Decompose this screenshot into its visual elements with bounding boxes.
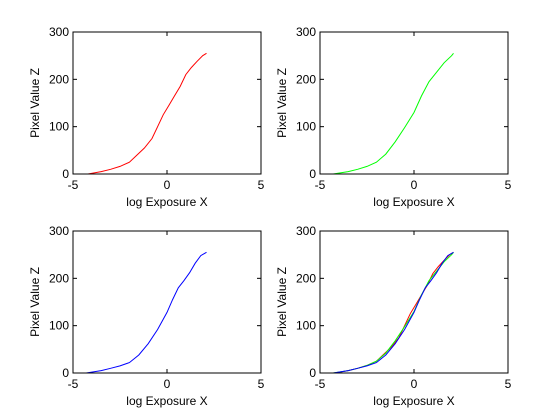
y-tick-label-4-2: 100 — [296, 319, 316, 333]
series-line-4-1 — [334, 251, 454, 374]
y-axis-label-4: Pixel Value Z — [275, 267, 289, 337]
x-tick-label-4-1: -5 — [315, 377, 326, 391]
x-axis-label-3: log Exposure X — [126, 394, 207, 408]
x-axis-label-2: log Exposure X — [373, 195, 454, 209]
x-tick-label-3-2: 0 — [164, 377, 171, 391]
series-line-4-3 — [333, 251, 454, 374]
y-tick-label-4-4: 300 — [296, 224, 316, 238]
axes-frame-1 — [72, 31, 262, 175]
axes-frame-2 — [319, 31, 509, 175]
x-tick-label-3-1: -5 — [68, 377, 79, 391]
y-tick-label-1-4: 300 — [49, 25, 69, 39]
y-axis-label-3: Pixel Value Z — [28, 267, 42, 337]
series-line-2-1 — [333, 52, 454, 175]
y-tick-label-3-1: 0 — [62, 366, 69, 380]
y-tick-label-2-2: 100 — [296, 120, 316, 134]
x-axis-label-4: log Exposure X — [373, 394, 454, 408]
x-tick-label-1-1: -5 — [68, 178, 79, 192]
axes-frame-4 — [319, 230, 509, 374]
y-tick-label-1-1: 0 — [62, 167, 69, 181]
y-tick-label-1-2: 100 — [49, 120, 69, 134]
x-tick-label-2-2: 0 — [411, 178, 418, 192]
x-tick-label-4-3: 5 — [505, 377, 512, 391]
y-tick-label-4-3: 200 — [296, 271, 316, 285]
y-tick-label-2-4: 300 — [296, 25, 316, 39]
x-tick-label-1-2: 0 — [164, 178, 171, 192]
x-tick-label-4-2: 0 — [411, 377, 418, 391]
y-tick-label-4-1: 0 — [309, 366, 316, 380]
x-tick-label-3-3: 5 — [258, 377, 265, 391]
y-tick-label-3-3: 200 — [49, 271, 69, 285]
y-tick-label-1-3: 200 — [49, 72, 69, 86]
axes-frame-3 — [72, 230, 262, 374]
x-axis-label-1: log Exposure X — [126, 195, 207, 209]
y-tick-label-2-3: 200 — [296, 72, 316, 86]
x-tick-label-2-3: 5 — [505, 178, 512, 192]
series-line-1-1 — [87, 52, 207, 175]
x-tick-label-2-1: -5 — [315, 178, 326, 192]
y-axis-label-1: Pixel Value Z — [28, 68, 42, 138]
y-tick-label-3-2: 100 — [49, 319, 69, 333]
y-axis-label-2: Pixel Value Z — [275, 68, 289, 138]
y-tick-label-3-4: 300 — [49, 224, 69, 238]
y-tick-label-2-1: 0 — [309, 167, 316, 181]
series-line-3-1 — [86, 251, 207, 374]
x-tick-label-1-3: 5 — [258, 178, 265, 192]
